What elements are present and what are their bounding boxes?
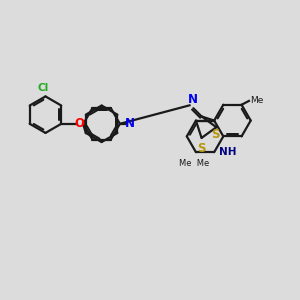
Text: O: O [74,117,85,130]
Text: Cl: Cl [38,82,49,93]
Text: Me: Me [250,95,264,104]
Text: Me  Me: Me Me [179,159,210,168]
Text: N: N [125,117,135,130]
Text: S: S [197,142,206,155]
Text: N: N [188,93,198,106]
Text: NH: NH [220,147,237,157]
Text: S: S [212,128,220,141]
